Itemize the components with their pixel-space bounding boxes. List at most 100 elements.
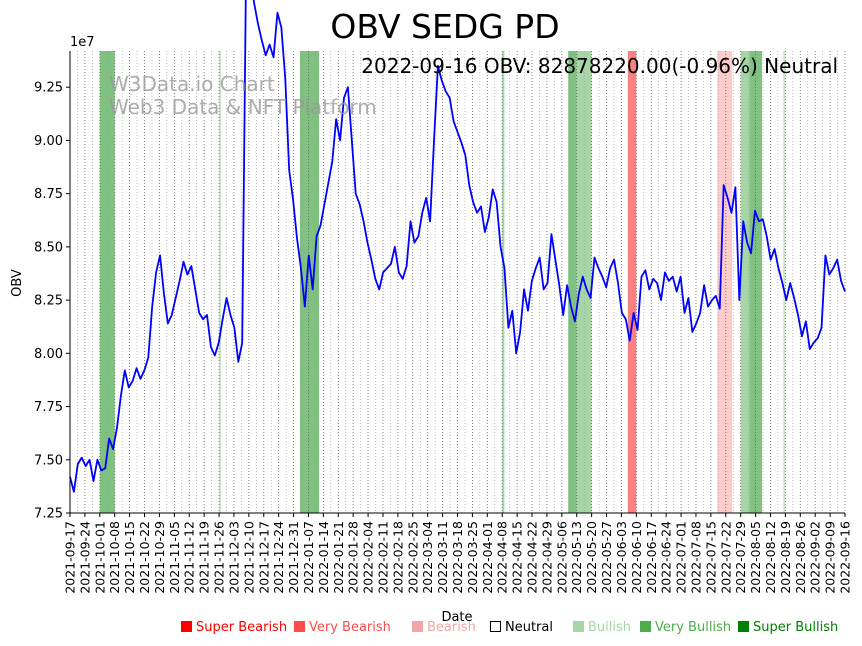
x-tick-label: 2022-09-02 [808,521,823,594]
legend-item-super-bearish: Super Bearish [181,620,287,635]
legend-item-neutral: Neutral [490,620,553,635]
obv-series-line-0 [69,0,846,493]
x-axis-label: Date [441,610,472,625]
x-tick-label: 2021-10-22 [137,521,152,594]
y-multiplier-label: 1e7 [70,35,95,50]
signal-band-8 [219,51,222,513]
x-tick-label: 2022-03-25 [465,521,480,594]
x-tick-label: 2022-02-18 [390,521,405,594]
x-tick-label: 2022-04-08 [495,521,510,594]
x-tick-label: 2022-01-21 [331,521,346,594]
legend-swatch [738,621,749,632]
x-tick-label: 2021-11-19 [197,521,212,594]
legend-swatch [412,621,423,632]
y-tick-label: 7.75 [34,400,63,415]
x-tick-label: 2021-09-24 [77,521,92,594]
legend-swatch [181,621,192,632]
legend-label: Neutral [505,620,553,635]
legend-item-super-bullish: Super Bullish [738,620,838,635]
x-tick-label: 2022-02-11 [375,521,390,594]
x-tick-label: 2021-12-03 [226,521,241,594]
x-tick-label: 2022-04-01 [480,521,495,594]
x-tick-label: 2021-10-15 [122,521,137,594]
x-tick-label: 2021-11-12 [182,521,197,594]
x-tick-label: 2021-12-10 [241,521,256,594]
y-tick-label: 8.00 [34,347,63,362]
y-axis-label: OBV [10,269,25,297]
x-tick-label: 2022-02-04 [361,521,376,594]
x-tick-label: 2022-08-26 [793,521,808,594]
x-tick-label: 2022-05-20 [584,521,599,594]
legend-label: Bearish [427,620,476,635]
x-tick-label: 2022-07-08 [688,521,703,594]
y-tick-label: 8.50 [34,240,63,255]
x-tick-label: 2022-06-03 [614,521,629,594]
x-tick-label: 2022-04-29 [539,521,554,594]
y-tick-label: 8.25 [34,294,63,309]
legend-item-very-bearish: Very Bearish [294,620,391,635]
x-tick-label: 2021-10-29 [152,521,167,594]
x-tick-label: 2022-08-12 [763,521,778,594]
x-tick-label: 2022-07-15 [703,521,718,594]
legend-label: Super Bullish [753,620,839,635]
watermark-line-2: Web3 Data & NFT Platform [109,95,377,119]
y-axis-ticks: 7.25 7.50 7.75 8.00 8.25 8.50 8.75 9.00 9.25 [34,81,70,522]
x-tick-label: 2021-09-17 [63,521,78,594]
legend-swatch [573,621,584,632]
x-tick-label: 2022-02-25 [405,521,420,594]
legend-swatch [490,621,501,632]
y-tick-label: 9.25 [34,81,63,96]
y-tick-label: 9.00 [34,134,63,149]
x-tick-label: 2022-04-22 [525,521,540,594]
series-layer [69,0,846,493]
x-tick-label: 2022-04-15 [510,521,525,594]
x-tick-label: 2022-07-01 [674,521,689,594]
x-tick-label: 2021-10-01 [92,521,107,594]
signal-band-10 [783,51,786,513]
x-tick-label: 2022-06-10 [629,521,644,594]
x-tick-label: 2022-05-27 [599,521,614,594]
x-tick-label: 2021-12-17 [256,521,271,594]
x-tick-label: 2021-12-31 [286,521,301,594]
x-tick-label: 2022-06-24 [659,521,674,594]
x-tick-label: 2022-09-16 [838,521,853,594]
y-tick-label: 8.75 [34,187,63,202]
legend-item-bullish: Bullish [573,620,631,635]
y-tick-label: 7.25 [34,507,63,522]
x-tick-label: 2022-03-04 [420,521,435,594]
watermark-line-1: W3Data.io Chart [109,72,275,96]
x-tick-label: 2022-01-28 [346,521,361,594]
x-axis-ticks: 2021-09-17 2021-09-24 2021-10-01 2021-10-08… [63,513,853,594]
x-tick-label: 2022-05-06 [554,521,569,594]
x-tick-label: 2022-03-18 [450,521,465,594]
legend-item-very-bullish: Very Bullish [640,620,731,635]
legend-item-bearish: Bearish [412,620,476,635]
signal-band-4 [627,51,637,513]
chart-title: OBV SEDG PD [330,7,559,46]
y-tick-label: 7.50 [34,453,63,468]
signal-band-1 [299,51,320,513]
x-tick-label: 2022-08-19 [778,521,793,594]
x-tick-label: 2021-10-08 [107,521,122,594]
x-tick-label: 2022-03-11 [435,521,450,594]
x-tick-label: 2022-08-05 [748,521,763,594]
legend-swatch [640,621,651,632]
x-tick-label: 2022-07-29 [733,521,748,594]
legend-label: Very Bearish [309,620,391,635]
x-tick-label: 2022-05-13 [569,521,584,594]
legend-swatch [294,621,305,632]
signal-band-6 [740,51,750,513]
signal-band-9 [502,51,505,513]
legend-label: Very Bullish [655,620,732,635]
legend-label: Bullish [588,620,632,635]
x-tick-label: 2022-01-07 [301,521,316,594]
signal-band-5 [717,51,733,513]
x-tick-label: 2022-07-22 [718,521,733,594]
obv-annotation: 2022-09-16 OBV: 82878220.00(-0.96%) Neut… [361,54,838,78]
x-tick-label: 2022-06-17 [644,521,659,594]
x-tick-label: 2021-12-24 [271,521,286,594]
x-tick-label: 2021-11-05 [167,521,182,594]
signal-band-2 [568,51,577,513]
x-tick-label: 2021-11-26 [212,521,227,594]
